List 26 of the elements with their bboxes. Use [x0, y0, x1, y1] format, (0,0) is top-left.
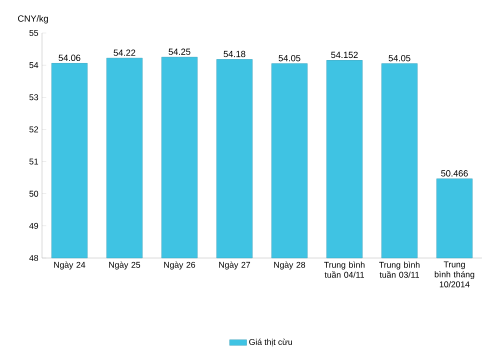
y-tick-label: 51 [29, 158, 38, 165]
text: 54.25 [168, 48, 190, 55]
text: 54.05 [388, 54, 410, 62]
text: 54.18 [224, 50, 246, 58]
x-tick-label: Ngày 24 [54, 262, 86, 270]
text: 54.152 [331, 52, 358, 58]
x-tick-label: Trung bình tuần 03/11 [379, 262, 420, 278]
x-tick-label: Ngày 28 [274, 262, 306, 270]
x-tick-label: Ngày 25 [109, 262, 140, 270]
y-tick-label: 48 [29, 255, 38, 261]
y-tick-label: 53 [29, 94, 38, 100]
y-tick-label: 55 [29, 30, 38, 36]
text: 54.22 [114, 50, 136, 56]
text: 54.06 [58, 54, 80, 62]
text: 50.466 [441, 170, 468, 177]
x-tick-label: Ngày 27 [219, 262, 250, 270]
legend-label: Giá thịt cừu [249, 338, 292, 346]
y-tick-label: 54 [29, 62, 38, 68]
x-tick-label: Trung bình tháng 10/2014 [434, 262, 474, 288]
y-tick-label: 49 [29, 222, 38, 229]
x-tick-label: Trung bình tuần 04/11 [324, 262, 364, 278]
y-axis-title: CNY/kg [18, 15, 48, 24]
y-tick-label: 52 [29, 126, 38, 132]
y-tick-label: 50 [29, 190, 38, 197]
x-tick-label: Ngày 26 [164, 262, 196, 270]
text: 54.05 [278, 54, 300, 62]
